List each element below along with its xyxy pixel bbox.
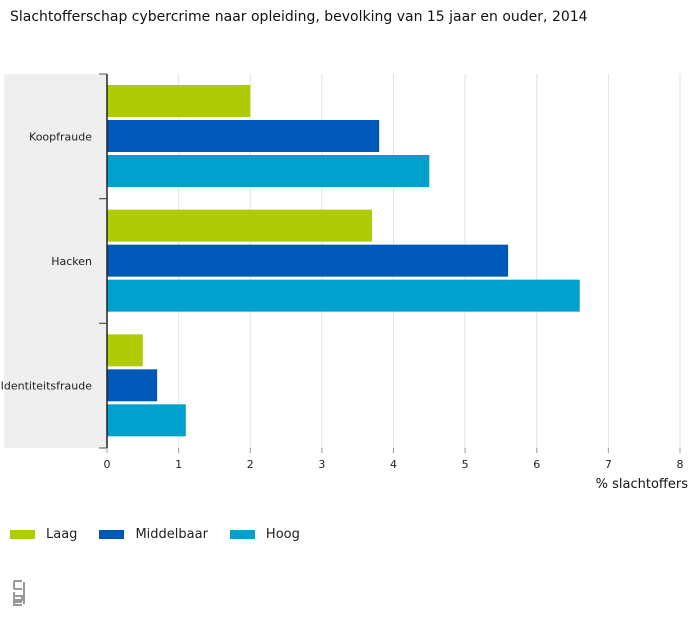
cbs-logo-icon [13, 580, 25, 606]
legend: Laag Middelbaar Hoog [10, 527, 322, 542]
legend-label-hoog: Hoog [265, 527, 300, 542]
y-category-label-hacken: Hacken [51, 255, 92, 268]
bar-hacken-laag [107, 209, 373, 242]
legend-swatch-hoog [229, 530, 255, 539]
x-tick-label-3: 3 [318, 458, 325, 471]
legend-swatch-middelbaar [99, 530, 125, 539]
bar-identiteitsfraude-middelbaar [107, 369, 158, 402]
chart-title: Slachtofferschap cybercrime naar opleidi… [10, 9, 588, 25]
legend-swatch-laag [10, 530, 35, 539]
x-tick-label-5: 5 [462, 458, 469, 471]
bar-koopfraude-middelbaar [107, 120, 380, 152]
legend-label-middelbaar: Middelbaar [135, 527, 208, 542]
x-tick-label-0: 0 [104, 458, 111, 471]
x-tick-label-2: 2 [247, 458, 254, 471]
bar-hacken-hoog [107, 279, 580, 312]
bar-identiteitsfraude-laag [107, 334, 143, 367]
bar-identiteitsfraude-hoog [107, 404, 186, 437]
bar-hacken-middelbaar [107, 244, 509, 277]
legend-item-hoog: Hoog [229, 527, 300, 542]
bar-koopfraude-laag [107, 85, 251, 117]
category-band-background [4, 74, 107, 448]
legend-label-laag: Laag [46, 527, 78, 542]
x-axis-title: % slachtoffers [596, 477, 689, 492]
bar-koopfraude-hoog [107, 155, 430, 187]
x-tick-label-6: 6 [533, 458, 540, 471]
x-tick-label-8: 8 [677, 458, 684, 471]
y-category-label-koopfraude: Koopfraude [29, 130, 92, 143]
y-category-label-identiteitsfraude: Identiteitsfraude [1, 380, 93, 393]
legend-item-laag: Laag [10, 527, 77, 542]
x-tick-label-4: 4 [390, 458, 397, 471]
x-tick-label-7: 7 [605, 458, 612, 471]
legend-item-middelbaar: Middelbaar [99, 527, 208, 542]
x-tick-label-1: 1 [175, 458, 182, 471]
